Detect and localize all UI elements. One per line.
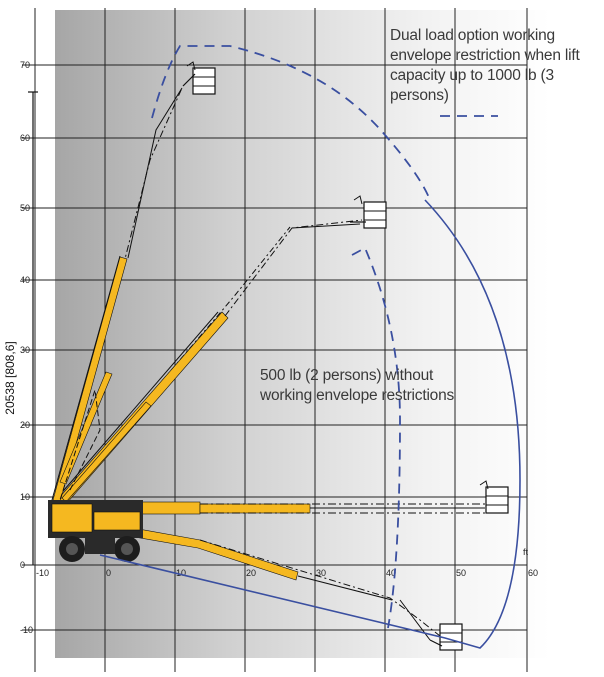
x-tick-label: 0: [106, 568, 111, 578]
boom-positions: [49, 87, 490, 641]
x-tick-label: 20: [246, 568, 256, 578]
x-axis-ticks: -10 0 10 20 30 40 50 60: [36, 568, 538, 578]
y-tick-label: 40: [20, 275, 30, 285]
y-tick-label: -10: [20, 625, 33, 635]
dual-load-note: Dual load option working envelope restri…: [390, 27, 580, 104]
height-dimension: 20538 [808,6]: [3, 91, 38, 565]
y-tick-label: 50: [20, 203, 30, 213]
y-tick-label: 30: [20, 345, 30, 355]
working-envelope-solid: [99, 199, 521, 649]
y-tick-label: 10: [20, 492, 30, 502]
height-dimension-label: 20538 [808,6]: [3, 341, 17, 414]
x-axis-unit: ft: [523, 547, 529, 557]
y-tick-label: 70: [20, 60, 30, 70]
x-tick-label: 60: [528, 568, 538, 578]
boom-top: [51, 87, 183, 503]
platform-basket-top: [182, 61, 216, 95]
platform-basket-right: [350, 195, 387, 229]
platform-basket-far-right: [479, 480, 509, 514]
standard-load-note: 500 lb (2 persons) without working envel…: [260, 367, 455, 404]
working-envelope-dashed: [151, 45, 431, 201]
working-envelope-dashed-inner: [351, 246, 401, 629]
y-tick-label: 0: [20, 560, 25, 570]
x-tick-label: 50: [456, 568, 466, 578]
x-tick-label: 10: [176, 568, 186, 578]
x-tick-label: 30: [316, 568, 326, 578]
y-axis-ticks: 70 60 50 40 30 20 10 0 -10: [20, 60, 33, 635]
x-tick-label: 40: [386, 568, 396, 578]
x-tick-label: -10: [36, 568, 49, 578]
y-tick-label: 20: [20, 420, 30, 430]
y-tick-label: 60: [20, 133, 30, 143]
aerial-lift-machine: [48, 500, 143, 562]
grid: [22, 8, 528, 672]
